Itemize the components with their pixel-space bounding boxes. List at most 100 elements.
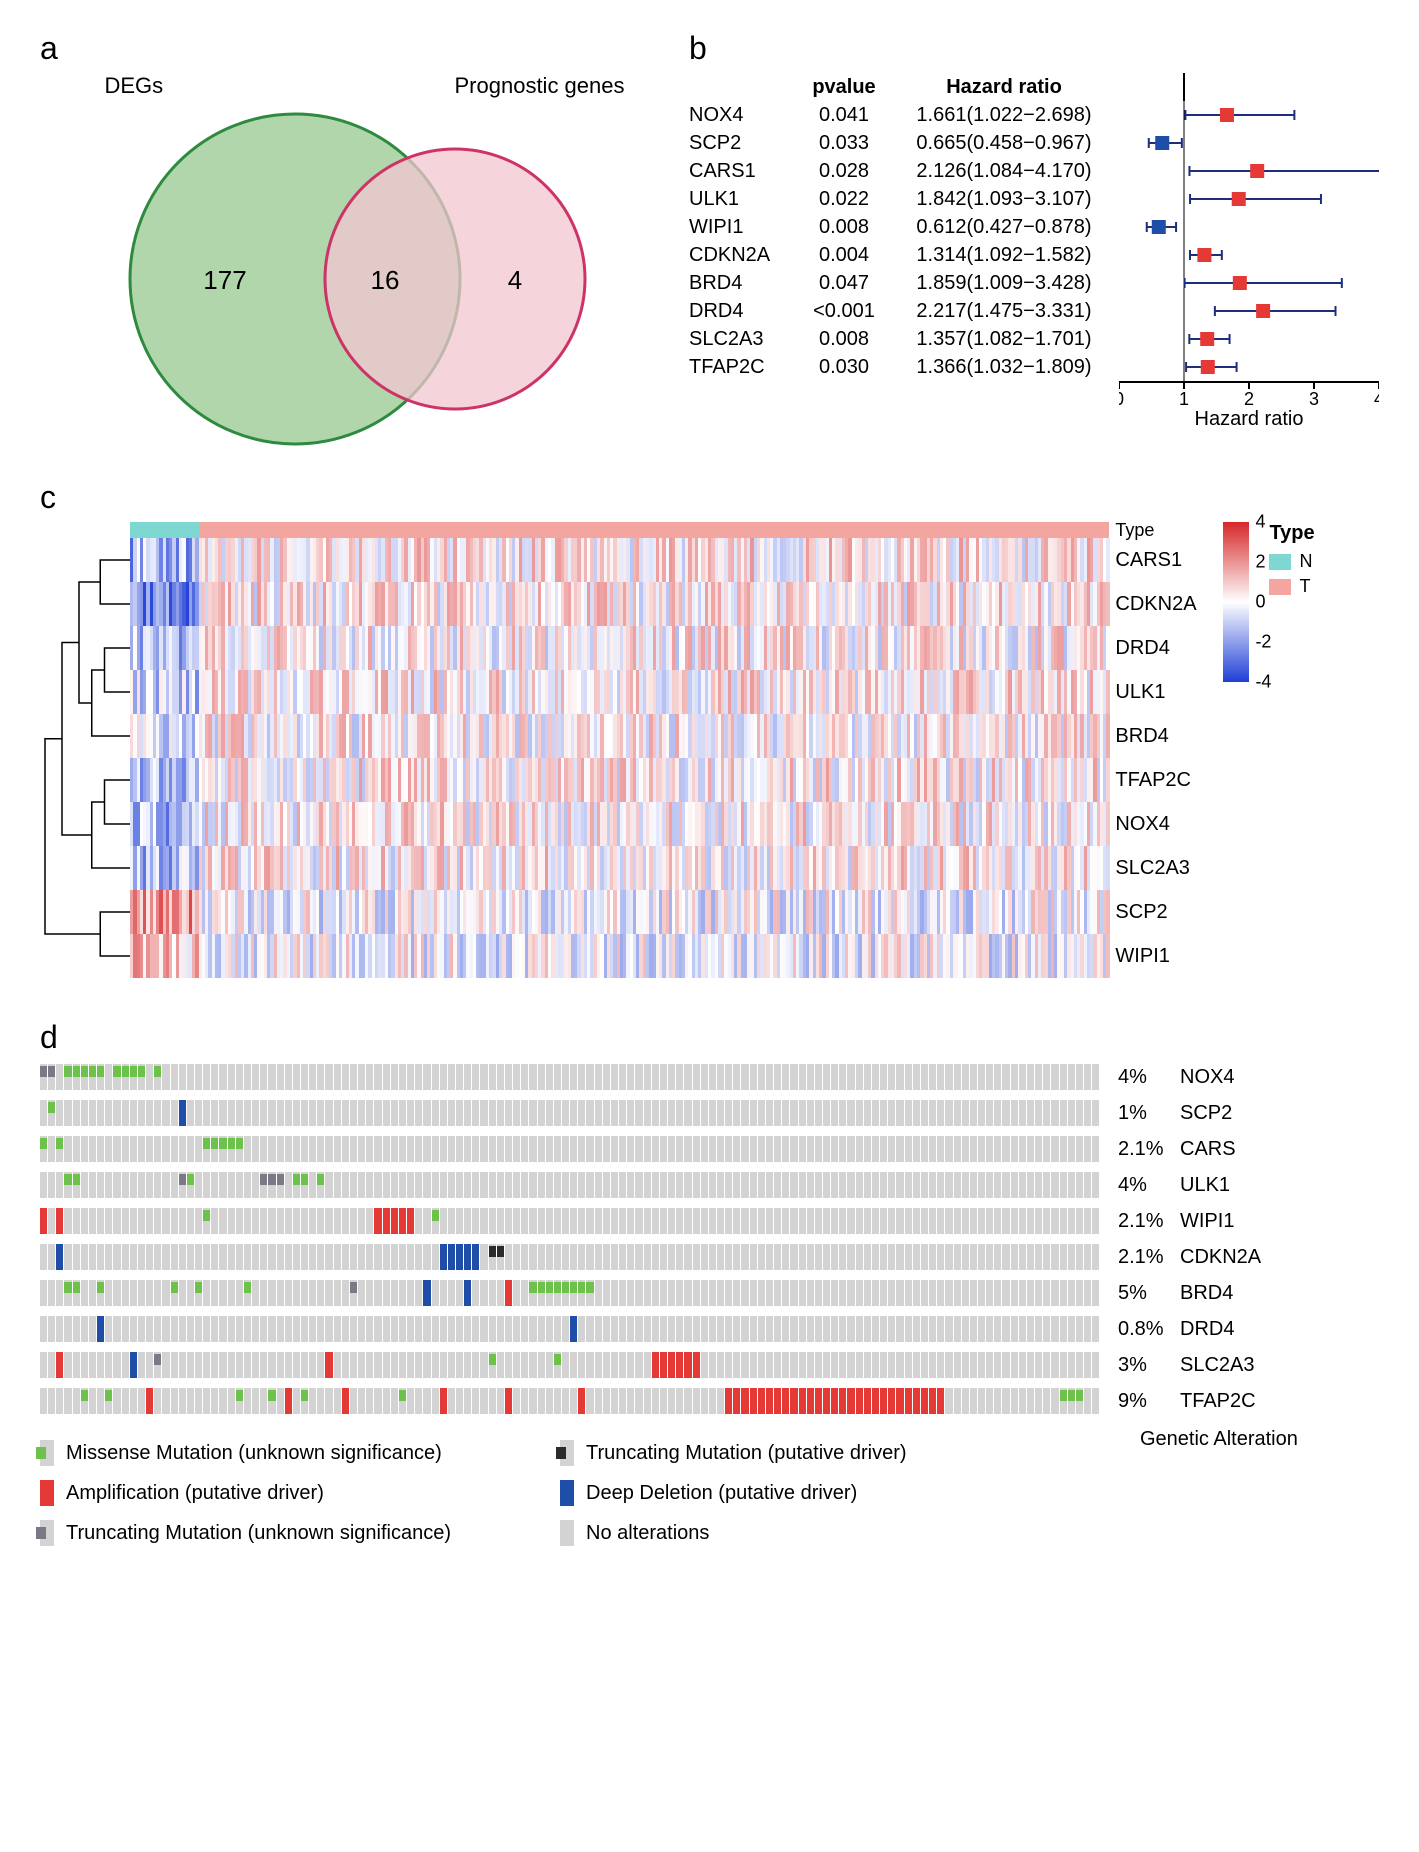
panel-d-label: d	[40, 1019, 1379, 1056]
onco-pct: 4%	[1100, 1174, 1180, 1197]
oncoprint-legend-title: Genetic Alteration	[1140, 1422, 1340, 1560]
panel-c-heatmap: c Type CARS1CDKN2ADRD4ULK1BRD4TFAP2CNOX4…	[40, 479, 1379, 983]
onco-gene-label: DRD4	[1180, 1318, 1300, 1341]
heatmap-row-CARS1	[130, 538, 1109, 582]
heatmap-row-SCP2	[130, 890, 1109, 934]
svg-text:3: 3	[1309, 389, 1319, 409]
onco-legend-item: No alterations	[560, 1520, 1080, 1546]
heatmap-row-TFAP2C	[130, 758, 1109, 802]
forest-row-WIPI1: WIPI10.0080.612(0.427−0.878)	[689, 213, 1379, 241]
legend-label-N: N	[1299, 551, 1312, 572]
heatmap-row-label: BRD4	[1109, 714, 1205, 758]
forest-row-ULK1: ULK10.0221.842(1.093−3.107)	[689, 185, 1379, 213]
legend-label-T: T	[1299, 576, 1310, 597]
colorbar-tick: 2	[1255, 552, 1265, 573]
heatmap-row-ULK1	[130, 670, 1109, 714]
forest-row-BRD4: BRD40.0471.859(1.009−3.428)	[689, 269, 1379, 297]
onco-pct: 3%	[1100, 1354, 1180, 1377]
colorbar-tick: -2	[1255, 632, 1271, 653]
svg-text:0: 0	[1119, 389, 1124, 409]
heatmap-row-NOX4	[130, 802, 1109, 846]
heatmap-colorbar: 420-2-4	[1223, 522, 1249, 682]
forest-row-CARS1: CARS10.0282.126(1.084−4.170)	[689, 157, 1379, 185]
onco-pct: 0.8%	[1100, 1318, 1180, 1341]
onco-legend-item: Amplification (putative driver)	[40, 1480, 560, 1506]
heatmap-row-label: CARS1	[1109, 538, 1205, 582]
onco-row-NOX4: 4%NOX4	[40, 1062, 1379, 1092]
heatmap-row-label: SLC2A3	[1109, 846, 1205, 890]
type-annotation-bar	[130, 522, 1109, 538]
onco-pct: 9%	[1100, 1390, 1180, 1413]
onco-pct: 2.1%	[1100, 1246, 1180, 1269]
onco-row-SCP2: 1%SCP2	[40, 1098, 1379, 1128]
panel-c-label: c	[40, 479, 1379, 516]
panel-b-forest: b pvalueHazard ratioNOX40.0411.661(1.022…	[689, 30, 1379, 449]
forest-header-pvalue: pvalue	[799, 76, 889, 99]
onco-gene-label: NOX4	[1180, 1066, 1300, 1089]
venn-svg: 177 16 4	[85, 109, 645, 449]
forest-row-NOX4: NOX40.0411.661(1.022−2.698)	[689, 101, 1379, 129]
onco-gene-label: ULK1	[1180, 1174, 1300, 1197]
onco-row-DRD4: 0.8%DRD4	[40, 1314, 1379, 1344]
onco-pct: 1%	[1100, 1102, 1180, 1125]
onco-row-SLC2A3: 3%SLC2A3	[40, 1350, 1379, 1380]
onco-pct: 4%	[1100, 1066, 1180, 1089]
type-label: Type	[1109, 522, 1205, 538]
heatmap-row-DRD4	[130, 626, 1109, 670]
heatmap-row-label: DRD4	[1109, 626, 1205, 670]
heatmap-row-CDKN2A	[130, 582, 1109, 626]
forest-row-DRD4: DRD4<0.0012.217(1.475−3.331)	[689, 297, 1379, 325]
onco-gene-label: SLC2A3	[1180, 1354, 1300, 1377]
panel-a-venn: a DEGs Prognostic genes 177164	[40, 30, 689, 449]
heatmap-row-label: ULK1	[1109, 670, 1205, 714]
onco-row-CDKN2A: 2.1%CDKN2A	[40, 1242, 1379, 1272]
heatmap-row-label: WIPI1	[1109, 934, 1205, 978]
svg-text:2: 2	[1244, 389, 1254, 409]
svg-text:1: 1	[1179, 389, 1189, 409]
forest-axis: 01234Hazard ratio	[1119, 381, 1379, 431]
onco-row-ULK1: 4%ULK1	[40, 1170, 1379, 1200]
onco-legend-item: Missense Mutation (unknown significance)	[40, 1440, 560, 1466]
colorbar-tick: -4	[1255, 672, 1271, 693]
onco-legend-item: Truncating Mutation (unknown significanc…	[40, 1520, 560, 1546]
onco-gene-label: WIPI1	[1180, 1210, 1300, 1233]
heatmap-body	[130, 538, 1109, 978]
onco-legend-item: Deep Deletion (putative driver)	[560, 1480, 1080, 1506]
venn-left-label: DEGs	[105, 73, 164, 99]
forest-row-SCP2: SCP20.0330.665(0.458−0.967)	[689, 129, 1379, 157]
panel-b-label: b	[689, 30, 1379, 67]
heatmap-row-label: CDKN2A	[1109, 582, 1205, 626]
legend-swatch-T	[1269, 579, 1291, 595]
onco-gene-label: BRD4	[1180, 1282, 1300, 1305]
svg-text:4: 4	[507, 265, 521, 295]
svg-text:177: 177	[203, 265, 246, 295]
heatmap-row-SLC2A3	[130, 846, 1109, 890]
panel-d-oncoprint: d 4%NOX41%SCP22.1%CARS4%ULK12.1%WIPI12.1…	[40, 1019, 1379, 1560]
forest-row-SLC2A3: SLC2A30.0081.357(1.082−1.701)	[689, 325, 1379, 353]
onco-pct: 2.1%	[1100, 1210, 1180, 1233]
heatmap-row-label: TFAP2C	[1109, 758, 1205, 802]
heatmap-row-label: SCP2	[1109, 890, 1205, 934]
onco-gene-label: CDKN2A	[1180, 1246, 1300, 1269]
oncoprint-legend: Missense Mutation (unknown significance)…	[40, 1440, 1140, 1560]
heatmap-row-BRD4	[130, 714, 1109, 758]
onco-pct: 5%	[1100, 1282, 1180, 1305]
svg-text:16: 16	[370, 265, 399, 295]
onco-row-TFAP2C: 9%TFAP2C	[40, 1386, 1379, 1416]
colorbar-tick: 0	[1255, 592, 1265, 613]
onco-legend-item: Truncating Mutation (putative driver)	[560, 1440, 1080, 1466]
heatmap-row-label: NOX4	[1109, 802, 1205, 846]
forest-row-TFAP2C: TFAP2C0.0301.366(1.032−1.809)	[689, 353, 1379, 381]
forest-header-hr: Hazard ratio	[889, 76, 1119, 99]
forest-row-CDKN2A: CDKN2A0.0041.314(1.092−1.582)	[689, 241, 1379, 269]
dendrogram	[40, 522, 130, 978]
heatmap-row-WIPI1	[130, 934, 1109, 978]
svg-text:Hazard ratio: Hazard ratio	[1195, 408, 1304, 430]
legend-swatch-N	[1269, 554, 1291, 570]
onco-pct: 2.1%	[1100, 1138, 1180, 1161]
colorbar-tick: 4	[1255, 512, 1265, 533]
onco-row-BRD4: 5%BRD4	[40, 1278, 1379, 1308]
onco-gene-label: TFAP2C	[1180, 1390, 1300, 1413]
type-legend-title: Type	[1269, 522, 1314, 545]
onco-gene-label: SCP2	[1180, 1102, 1300, 1125]
